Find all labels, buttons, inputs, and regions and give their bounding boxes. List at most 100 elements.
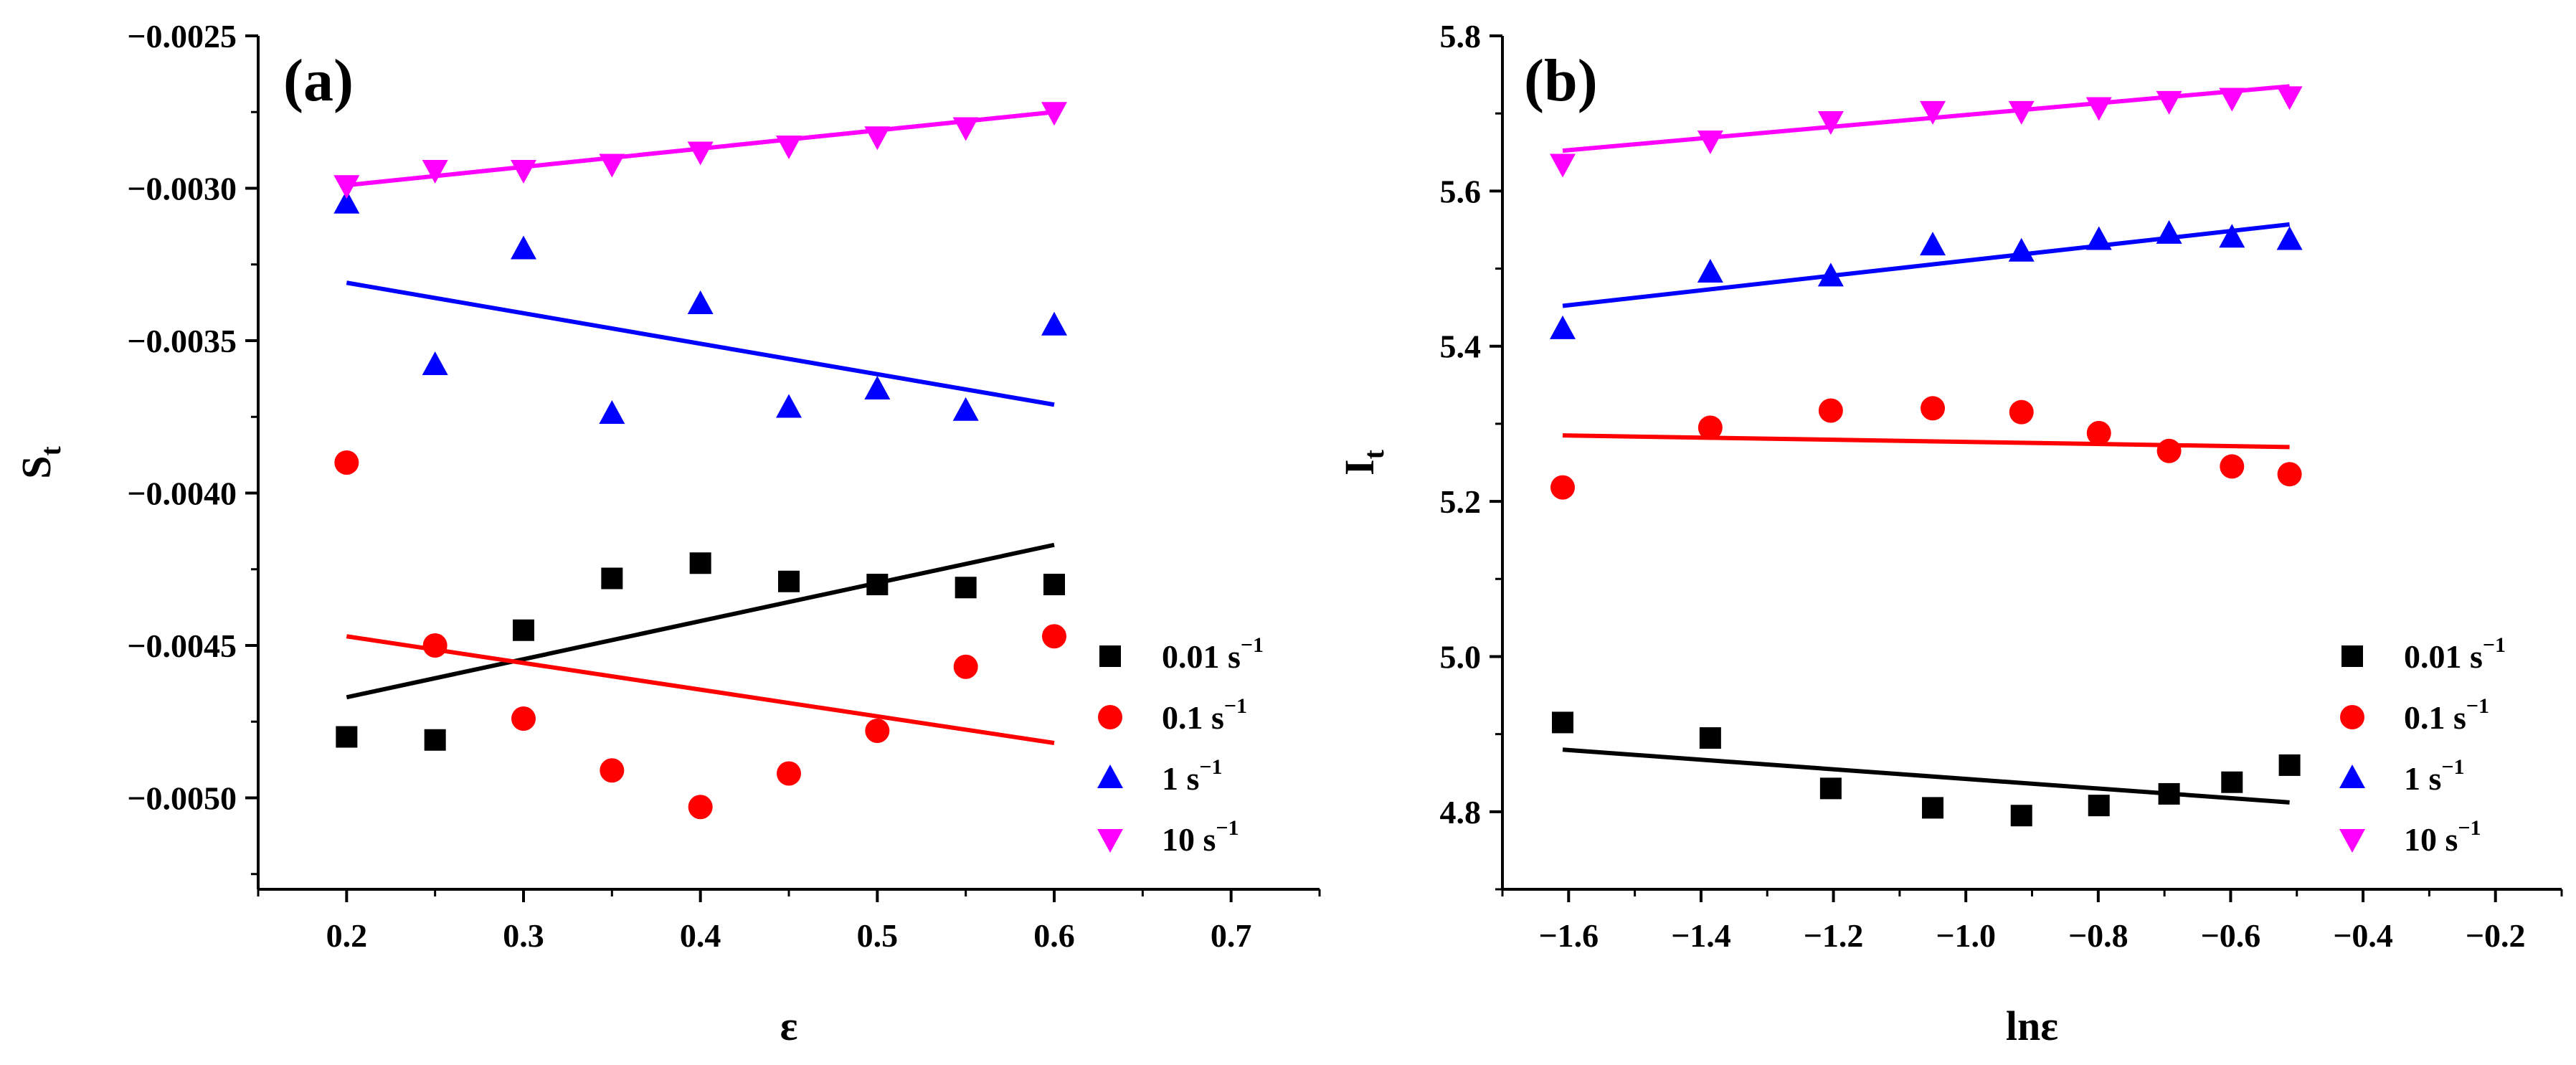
data-point [333, 175, 360, 199]
data-point [776, 394, 802, 418]
data-point [952, 397, 979, 421]
y-tick-label: −0.0040 [127, 475, 237, 512]
x-tick-label: −0.6 [2201, 917, 2261, 954]
legend-label-text: 1 s [1162, 760, 1199, 797]
data-point [1697, 258, 1723, 283]
legend-marker [2341, 645, 2363, 667]
fit-line [346, 634, 1055, 745]
data-point [2219, 224, 2245, 248]
data-point [952, 117, 979, 141]
legend-label: 0.01 s−1 [1162, 633, 1264, 675]
data-point [1042, 624, 1066, 649]
legend-label-text: 0.01 s [2404, 638, 2483, 675]
data-point [511, 706, 536, 731]
data-point [599, 400, 625, 424]
legend-entry: 10 s−1 [2339, 816, 2481, 858]
fit-line [1562, 222, 2290, 308]
series-2 [1550, 219, 2303, 339]
series-3 [1550, 84, 2303, 178]
legend-entry: 0.1 s−1 [2340, 694, 2489, 736]
data-point [2276, 86, 2303, 110]
data-point [422, 160, 448, 184]
x-tick-label: −0.8 [2068, 917, 2128, 954]
fit-line [346, 280, 1055, 407]
data-point [2085, 226, 2112, 250]
legend-marker [2339, 765, 2365, 788]
data-point [778, 570, 800, 592]
fit-line [1562, 84, 2290, 153]
data-point [513, 619, 534, 641]
legend-label-text: 0.01 s [1162, 638, 1241, 675]
data-point [1697, 131, 1723, 155]
data-point [2086, 420, 2111, 445]
x-tick-label: −1.0 [1936, 917, 1996, 954]
legend-label-exponent: −1 [1224, 694, 1247, 718]
legend-entry: 0.01 s−1 [2341, 633, 2506, 675]
y-tick-label: 5.4 [1440, 328, 1482, 365]
x-tick-label: 0.2 [326, 917, 368, 954]
y-tick-label: 5.6 [1440, 173, 1482, 209]
x-tick-label: −1.2 [1804, 917, 1864, 954]
data-point [1920, 232, 1946, 256]
legend-marker [1097, 829, 1123, 853]
data-point [1697, 415, 1723, 440]
legend-label: 0.1 s−1 [2404, 694, 2489, 736]
x-tick-label: −1.6 [1538, 917, 1599, 954]
data-point [1043, 574, 1065, 595]
legend-label-exponent: −1 [2483, 633, 2506, 657]
legend-marker [1098, 705, 1122, 729]
legend-entry: 1 s−1 [2339, 755, 2465, 797]
legend-label: 1 s−1 [1162, 755, 1223, 797]
y-axis-title-main: S [13, 456, 60, 479]
data-point [424, 729, 446, 751]
y-tick-label: 5.0 [1440, 638, 1482, 675]
data-point [688, 795, 713, 820]
legend-label-exponent: −1 [1216, 816, 1239, 840]
y-tick-label: 5.2 [1440, 483, 1482, 520]
data-point [866, 574, 889, 595]
legend-marker [2339, 829, 2365, 853]
y-tick-label: −0.0030 [127, 171, 237, 207]
y-tick-label: 4.8 [1440, 794, 1482, 830]
legend-label-exponent: −1 [2441, 755, 2464, 779]
legend-marker [2340, 705, 2364, 729]
fit-line [1562, 433, 2290, 450]
legend-label: 0.01 s−1 [2404, 633, 2506, 675]
data-point [687, 141, 714, 166]
data-point [953, 654, 978, 679]
data-point [1550, 315, 1576, 339]
legend-label-text: 0.1 s [2404, 699, 2466, 736]
legend-label-text: 10 s [1162, 821, 1216, 858]
legend-label: 10 s−1 [2404, 816, 2481, 858]
data-point [2008, 237, 2035, 262]
data-point [1550, 475, 1576, 500]
data-point [2010, 805, 2032, 827]
x-tick-label: 0.7 [1211, 917, 1252, 954]
data-point [511, 160, 536, 184]
y-tick-label: −0.0025 [127, 18, 237, 55]
legend-label-text: 10 s [2404, 821, 2458, 858]
series-3 [333, 102, 1067, 199]
data-point [2278, 754, 2301, 776]
data-point [2009, 399, 2034, 425]
data-point [600, 758, 625, 783]
data-point [1817, 262, 1844, 287]
y-axis-title-subscript: t [34, 446, 67, 456]
y-tick-label: −0.0050 [127, 780, 237, 817]
data-point [2156, 90, 2182, 115]
data-point [2088, 795, 2110, 817]
legend-label-text: 1 s [2404, 760, 2441, 797]
legend-label-exponent: −1 [1199, 755, 1222, 779]
legend-label-exponent: −1 [2466, 694, 2489, 718]
data-point [601, 567, 623, 590]
data-point [334, 450, 359, 475]
x-axis-title: lnε [2006, 1003, 2058, 1049]
series-0 [336, 542, 1065, 751]
x-tick-label: −0.4 [2333, 917, 2393, 954]
data-point [776, 136, 802, 159]
data-point [1699, 727, 1721, 749]
legend-label: 0.1 s−1 [1162, 694, 1247, 736]
y-tick-label: −0.0035 [127, 323, 237, 359]
data-point [687, 290, 714, 314]
